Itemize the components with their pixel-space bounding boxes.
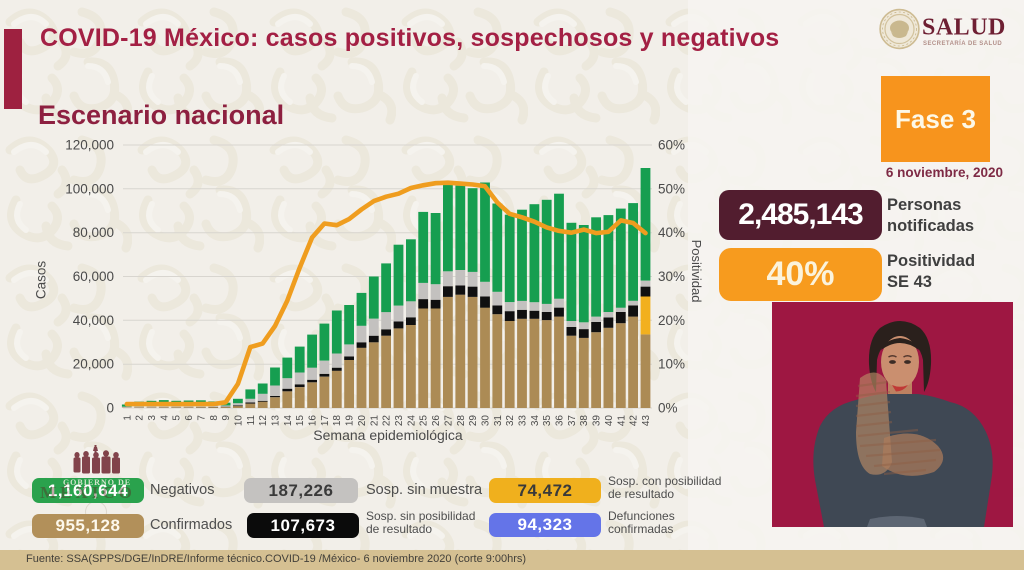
svg-text:8: 8 — [209, 415, 220, 421]
svg-text:9: 9 — [221, 415, 232, 421]
svg-text:5: 5 — [172, 415, 183, 421]
svg-text:Casos: Casos — [34, 261, 49, 300]
svg-text:4: 4 — [159, 415, 170, 421]
svg-text:17: 17 — [320, 415, 331, 427]
svg-text:13: 13 — [271, 415, 282, 427]
svg-text:39: 39 — [592, 415, 603, 427]
svg-text:33: 33 — [518, 415, 529, 427]
svg-text:20,000: 20,000 — [73, 357, 114, 372]
svg-text:40: 40 — [604, 415, 615, 427]
svg-text:35: 35 — [542, 415, 553, 427]
svg-text:12: 12 — [258, 415, 269, 427]
svg-text:50%: 50% — [658, 181, 685, 196]
svg-text:22: 22 — [382, 415, 393, 427]
svg-text:10%: 10% — [658, 357, 685, 372]
svg-text:40%: 40% — [658, 225, 685, 240]
svg-text:42: 42 — [629, 415, 640, 427]
svg-text:25: 25 — [419, 415, 430, 427]
svg-text:30: 30 — [480, 415, 491, 427]
svg-text:40,000: 40,000 — [73, 313, 114, 328]
svg-text:0%: 0% — [658, 401, 678, 416]
svg-text:29: 29 — [468, 415, 479, 427]
svg-text:20%: 20% — [658, 313, 685, 328]
svg-text:Positividad: Positividad — [689, 240, 704, 303]
svg-text:16: 16 — [308, 415, 319, 427]
svg-text:11: 11 — [246, 415, 257, 426]
svg-text:21: 21 — [369, 415, 380, 427]
svg-text:0: 0 — [106, 401, 114, 416]
svg-text:120,000: 120,000 — [65, 138, 114, 153]
svg-text:80,000: 80,000 — [73, 225, 114, 240]
svg-text:1: 1 — [122, 415, 133, 421]
svg-text:26: 26 — [431, 415, 442, 427]
svg-text:27: 27 — [443, 415, 454, 427]
svg-text:32: 32 — [505, 415, 516, 427]
svg-text:2: 2 — [135, 415, 146, 421]
svg-text:23: 23 — [394, 415, 405, 427]
svg-text:28: 28 — [456, 415, 467, 427]
svg-text:31: 31 — [493, 415, 504, 427]
svg-text:7: 7 — [196, 415, 207, 421]
svg-text:24: 24 — [406, 415, 417, 427]
svg-text:18: 18 — [332, 415, 343, 427]
svg-text:41: 41 — [616, 415, 627, 427]
svg-text:SECRETARÍA DE SALUD: SECRETARÍA DE SALUD — [923, 39, 1002, 47]
svg-text:SALUD: SALUD — [922, 15, 1006, 41]
svg-text:43: 43 — [641, 415, 652, 427]
svg-text:30%: 30% — [658, 269, 685, 284]
svg-text:6: 6 — [184, 415, 195, 421]
svg-text:19: 19 — [345, 415, 356, 427]
svg-text:15: 15 — [295, 415, 306, 427]
svg-text:20: 20 — [357, 415, 368, 427]
svg-text:37: 37 — [567, 415, 578, 427]
svg-text:60,000: 60,000 — [73, 269, 114, 284]
svg-text:36: 36 — [555, 415, 566, 427]
svg-text:100,000: 100,000 — [65, 181, 114, 196]
svg-text:14: 14 — [283, 415, 294, 427]
svg-text:10: 10 — [233, 415, 244, 427]
svg-text:34: 34 — [530, 415, 541, 427]
svg-text:Semana epidemiológica: Semana epidemiológica — [313, 427, 463, 443]
svg-text:38: 38 — [579, 415, 590, 427]
svg-text:60%: 60% — [658, 138, 685, 153]
svg-text:3: 3 — [147, 415, 158, 421]
